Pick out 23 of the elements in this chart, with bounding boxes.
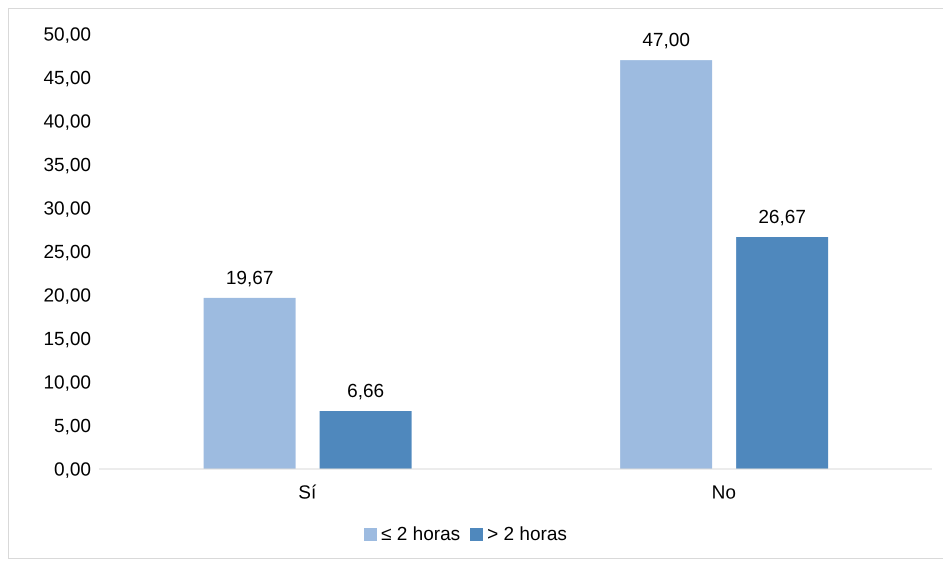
data-label: 6,66 bbox=[347, 381, 384, 402]
data-label: 19,67 bbox=[226, 268, 274, 289]
legend-label: > 2 horas bbox=[487, 524, 567, 545]
x-tick-label: Sí bbox=[298, 482, 317, 504]
y-tick-label: 0,00 bbox=[54, 460, 91, 481]
y-tick-label: 5,00 bbox=[54, 416, 91, 438]
bar bbox=[736, 236, 828, 469]
data-label: 47,00 bbox=[642, 30, 690, 52]
x-tick-label: No bbox=[712, 482, 736, 504]
y-tick-label: 40,00 bbox=[43, 112, 91, 133]
y-tick-label: 15,00 bbox=[43, 329, 91, 350]
y-tick-label: 25,00 bbox=[43, 242, 91, 264]
y-tick-label: 10,00 bbox=[43, 372, 91, 394]
data-label: 26,67 bbox=[758, 206, 806, 228]
bar bbox=[204, 298, 296, 469]
y-tick-label: 35,00 bbox=[43, 155, 91, 176]
bar bbox=[620, 60, 712, 469]
y-tick-label: 50,00 bbox=[43, 24, 91, 46]
bar bbox=[320, 411, 412, 469]
legend-label: ≤ 2 horas bbox=[381, 524, 460, 545]
y-tick-label: 20,00 bbox=[43, 286, 91, 307]
y-tick-label: 45,00 bbox=[43, 68, 91, 90]
y-tick-label: 30,00 bbox=[43, 198, 91, 220]
